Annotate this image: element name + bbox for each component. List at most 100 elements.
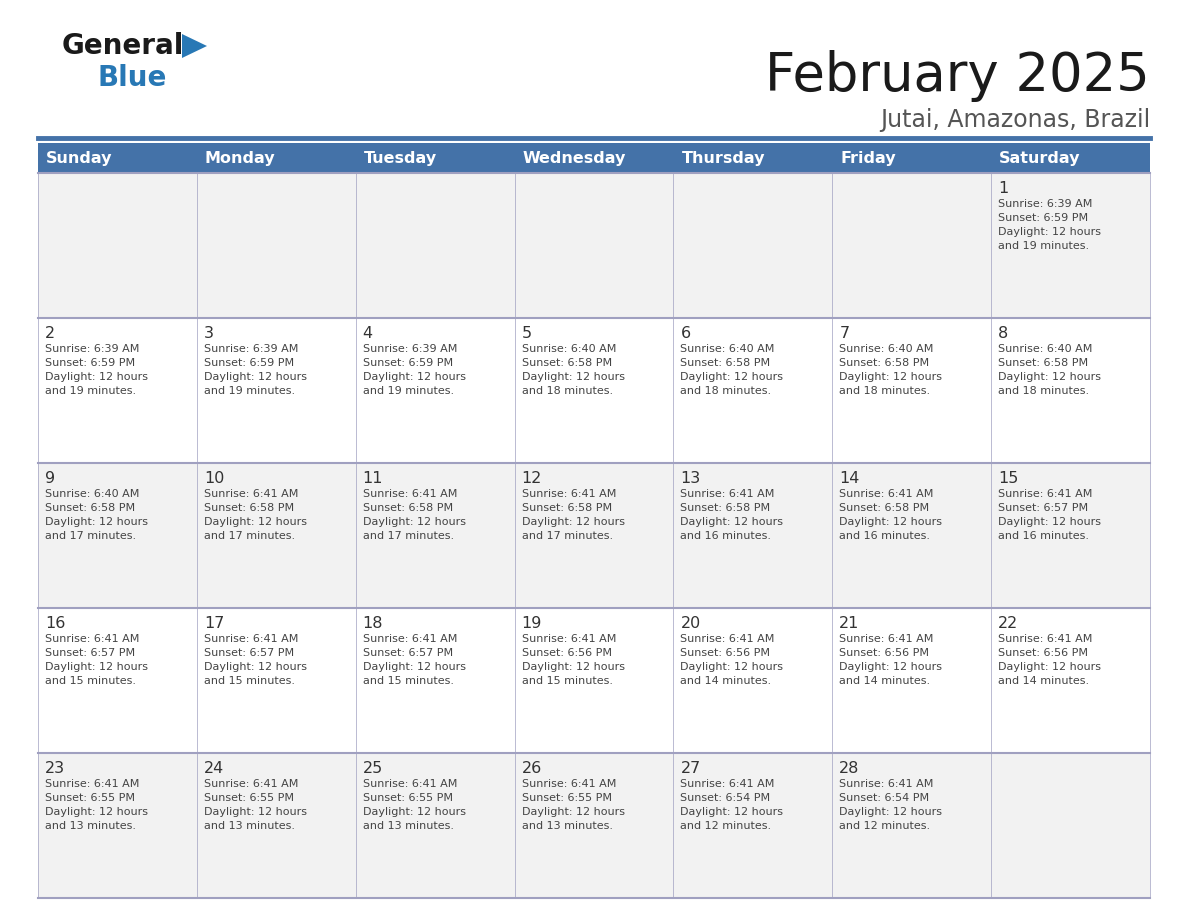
Text: Daylight: 12 hours: Daylight: 12 hours [45, 807, 148, 817]
Text: and 12 minutes.: and 12 minutes. [681, 821, 771, 831]
Text: Sunrise: 6:41 AM: Sunrise: 6:41 AM [522, 489, 615, 499]
Text: and 17 minutes.: and 17 minutes. [362, 531, 454, 541]
Text: Sunset: 6:58 PM: Sunset: 6:58 PM [522, 358, 612, 368]
Text: Daylight: 12 hours: Daylight: 12 hours [362, 807, 466, 817]
Text: 17: 17 [204, 616, 225, 631]
Text: Wednesday: Wednesday [523, 151, 626, 165]
Bar [514, 608, 674, 753]
Bar [355, 753, 514, 898]
Text: Sunset: 6:57 PM: Sunset: 6:57 PM [45, 648, 135, 658]
Bar [514, 753, 674, 898]
Text: 28: 28 [839, 761, 860, 776]
Text: 4: 4 [362, 326, 373, 341]
Bar [991, 608, 1150, 753]
Text: 8: 8 [998, 326, 1009, 341]
Text: 18: 18 [362, 616, 384, 631]
Bar [197, 173, 355, 318]
Text: 22: 22 [998, 616, 1018, 631]
Text: February 2025: February 2025 [765, 50, 1150, 102]
Text: and 15 minutes.: and 15 minutes. [362, 676, 454, 686]
Bar [514, 318, 674, 463]
Text: Sunset: 6:56 PM: Sunset: 6:56 PM [522, 648, 612, 658]
Text: and 14 minutes.: and 14 minutes. [681, 676, 771, 686]
Text: Sunrise: 6:41 AM: Sunrise: 6:41 AM [839, 634, 934, 644]
Text: and 13 minutes.: and 13 minutes. [204, 821, 295, 831]
Text: Sunset: 6:56 PM: Sunset: 6:56 PM [839, 648, 929, 658]
Text: 16: 16 [45, 616, 65, 631]
Bar [674, 318, 833, 463]
Text: and 13 minutes.: and 13 minutes. [522, 821, 613, 831]
Text: and 19 minutes.: and 19 minutes. [998, 241, 1089, 251]
Text: Sunset: 6:59 PM: Sunset: 6:59 PM [45, 358, 135, 368]
Text: and 19 minutes.: and 19 minutes. [204, 386, 295, 396]
Text: 25: 25 [362, 761, 383, 776]
Text: Sunrise: 6:41 AM: Sunrise: 6:41 AM [45, 634, 139, 644]
Text: Sunrise: 6:41 AM: Sunrise: 6:41 AM [998, 634, 1093, 644]
Text: Sunrise: 6:41 AM: Sunrise: 6:41 AM [681, 489, 775, 499]
Bar [833, 608, 991, 753]
Text: and 16 minutes.: and 16 minutes. [839, 531, 930, 541]
Text: and 12 minutes.: and 12 minutes. [839, 821, 930, 831]
Bar [197, 318, 355, 463]
Text: Sunset: 6:58 PM: Sunset: 6:58 PM [522, 503, 612, 513]
Bar [674, 608, 833, 753]
Bar [674, 173, 833, 318]
Bar [38, 318, 197, 463]
Text: Daylight: 12 hours: Daylight: 12 hours [362, 372, 466, 382]
Text: and 18 minutes.: and 18 minutes. [522, 386, 613, 396]
Text: Daylight: 12 hours: Daylight: 12 hours [204, 372, 307, 382]
Bar [38, 608, 197, 753]
Text: Daylight: 12 hours: Daylight: 12 hours [681, 372, 783, 382]
Bar [991, 753, 1150, 898]
Text: Daylight: 12 hours: Daylight: 12 hours [839, 517, 942, 527]
Text: Sunset: 6:54 PM: Sunset: 6:54 PM [681, 793, 771, 803]
Text: Blue: Blue [97, 64, 168, 92]
Bar [833, 753, 991, 898]
Text: Sunset: 6:55 PM: Sunset: 6:55 PM [362, 793, 453, 803]
Bar [991, 318, 1150, 463]
Bar [197, 753, 355, 898]
Text: Daylight: 12 hours: Daylight: 12 hours [45, 662, 148, 672]
Text: Sunrise: 6:39 AM: Sunrise: 6:39 AM [998, 199, 1093, 209]
Text: Sunset: 6:56 PM: Sunset: 6:56 PM [681, 648, 771, 658]
Text: 20: 20 [681, 616, 701, 631]
Text: Sunset: 6:58 PM: Sunset: 6:58 PM [998, 358, 1088, 368]
Text: and 19 minutes.: and 19 minutes. [45, 386, 137, 396]
Text: Daylight: 12 hours: Daylight: 12 hours [998, 662, 1101, 672]
Text: and 15 minutes.: and 15 minutes. [45, 676, 135, 686]
Text: Sunset: 6:56 PM: Sunset: 6:56 PM [998, 648, 1088, 658]
Text: and 18 minutes.: and 18 minutes. [681, 386, 771, 396]
Text: Sunset: 6:55 PM: Sunset: 6:55 PM [45, 793, 135, 803]
Text: 7: 7 [839, 326, 849, 341]
Bar [674, 463, 833, 608]
Text: Daylight: 12 hours: Daylight: 12 hours [998, 227, 1101, 237]
Text: and 13 minutes.: and 13 minutes. [45, 821, 135, 831]
Bar [197, 143, 355, 173]
Bar [674, 753, 833, 898]
Text: Daylight: 12 hours: Daylight: 12 hours [362, 662, 466, 672]
Text: Sunrise: 6:39 AM: Sunrise: 6:39 AM [204, 344, 298, 354]
Text: and 17 minutes.: and 17 minutes. [45, 531, 137, 541]
Text: 5: 5 [522, 326, 532, 341]
Text: and 15 minutes.: and 15 minutes. [204, 676, 295, 686]
Bar [991, 143, 1150, 173]
Text: Sunrise: 6:41 AM: Sunrise: 6:41 AM [681, 634, 775, 644]
Text: Sunset: 6:59 PM: Sunset: 6:59 PM [998, 213, 1088, 223]
Text: and 13 minutes.: and 13 minutes. [362, 821, 454, 831]
Text: Daylight: 12 hours: Daylight: 12 hours [839, 662, 942, 672]
Bar [197, 463, 355, 608]
Bar [514, 463, 674, 608]
Text: Thursday: Thursday [682, 151, 765, 165]
Text: Sunset: 6:58 PM: Sunset: 6:58 PM [681, 503, 771, 513]
Text: Daylight: 12 hours: Daylight: 12 hours [522, 517, 625, 527]
Text: 23: 23 [45, 761, 65, 776]
Text: and 15 minutes.: and 15 minutes. [522, 676, 613, 686]
Text: Sunrise: 6:40 AM: Sunrise: 6:40 AM [522, 344, 615, 354]
Text: Daylight: 12 hours: Daylight: 12 hours [522, 662, 625, 672]
Text: Sunset: 6:58 PM: Sunset: 6:58 PM [362, 503, 453, 513]
Text: Sunset: 6:57 PM: Sunset: 6:57 PM [998, 503, 1088, 513]
Text: and 16 minutes.: and 16 minutes. [998, 531, 1089, 541]
Text: 14: 14 [839, 471, 860, 486]
Text: Sunrise: 6:41 AM: Sunrise: 6:41 AM [204, 779, 298, 789]
Text: Daylight: 12 hours: Daylight: 12 hours [681, 517, 783, 527]
